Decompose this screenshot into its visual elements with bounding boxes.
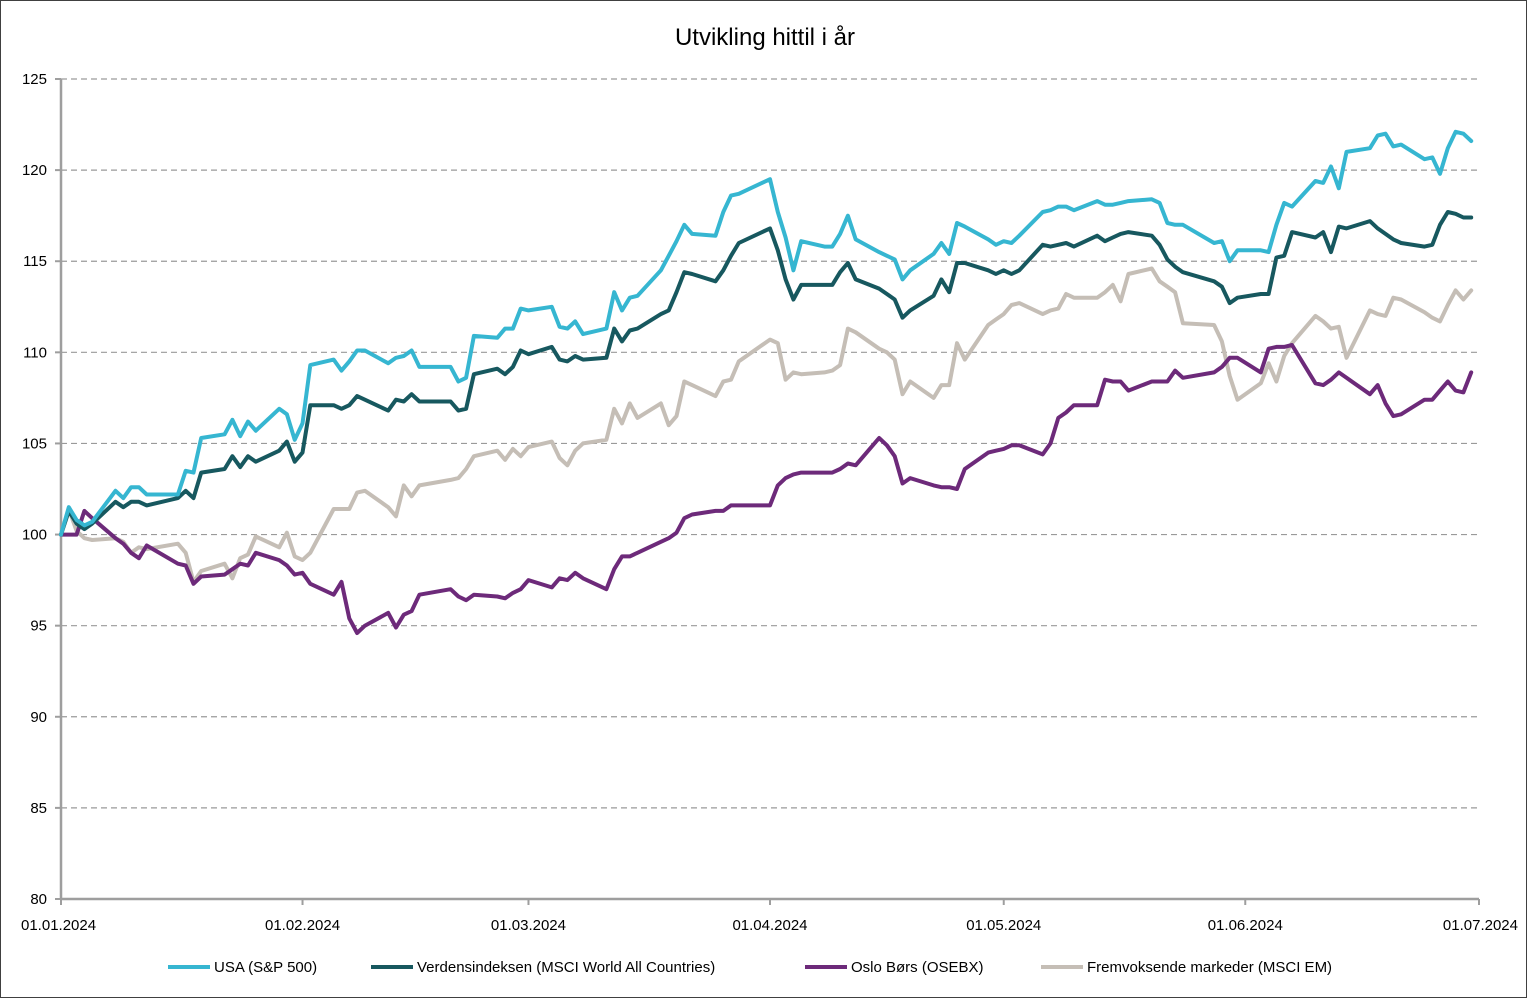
series-line-1 — [59, 210, 1474, 537]
legend-label: Fremvoksende markeder (MSCI EM) — [1087, 959, 1332, 976]
x-tick-label: 01.03.2024 — [491, 917, 566, 934]
gridlines — [61, 78, 1479, 809]
x-tick-label: 01.06.2024 — [1208, 917, 1283, 934]
y-tick-label: 115 — [23, 253, 47, 270]
series-line-2 — [59, 343, 1474, 635]
series-line-0 — [59, 129, 1474, 537]
y-tick-label: 125 — [22, 71, 47, 88]
legend-label: USA (S&P 500) — [214, 959, 317, 976]
y-axis: 80 85 90 95 100 105 110 115 120 125 — [22, 71, 63, 908]
legend-item-1: Verdensindeksen (MSCI World All Countrie… — [371, 959, 715, 976]
legend-item-3: Fremvoksende markeder (MSCI EM) — [1041, 959, 1332, 976]
y-tick-label: 105 — [22, 435, 47, 452]
y-tick-label: 80 — [30, 891, 47, 908]
y-tick-label: 85 — [30, 800, 47, 817]
legend-label: Oslo Børs (OSEBX) — [851, 959, 984, 976]
y-tick-label: 110 — [23, 344, 47, 361]
y-tick-label: 90 — [30, 709, 47, 726]
x-tick-label: 01.02.2024 — [265, 917, 340, 934]
legend-item-0: USA (S&P 500) — [168, 959, 317, 976]
chart-title: Utvikling hittil i år — [675, 24, 855, 51]
x-axis: 01.01.2024 01.02.2024 01.03.2024 01.04.2024… — [21, 897, 1518, 934]
x-tick-label: 01.05.2024 — [966, 917, 1041, 934]
legend-item-2: Oslo Børs (OSEBX) — [805, 959, 984, 976]
legend-label: Verdensindeksen (MSCI World All Countrie… — [417, 959, 715, 976]
x-tick-label: 01.04.2024 — [732, 917, 807, 934]
x-tick-label: 01.07.2024 — [1443, 917, 1518, 934]
y-tick-label: 95 — [30, 618, 47, 635]
y-tick-label: 100 — [22, 527, 47, 544]
series-lines — [59, 129, 1474, 635]
legend: USA (S&P 500) Verdensindeksen (MSCI World… — [168, 959, 1332, 976]
y-tick-label: 120 — [22, 162, 47, 179]
series-line-3 — [59, 266, 1474, 584]
x-tick-label: 01.01.2024 — [21, 917, 96, 934]
